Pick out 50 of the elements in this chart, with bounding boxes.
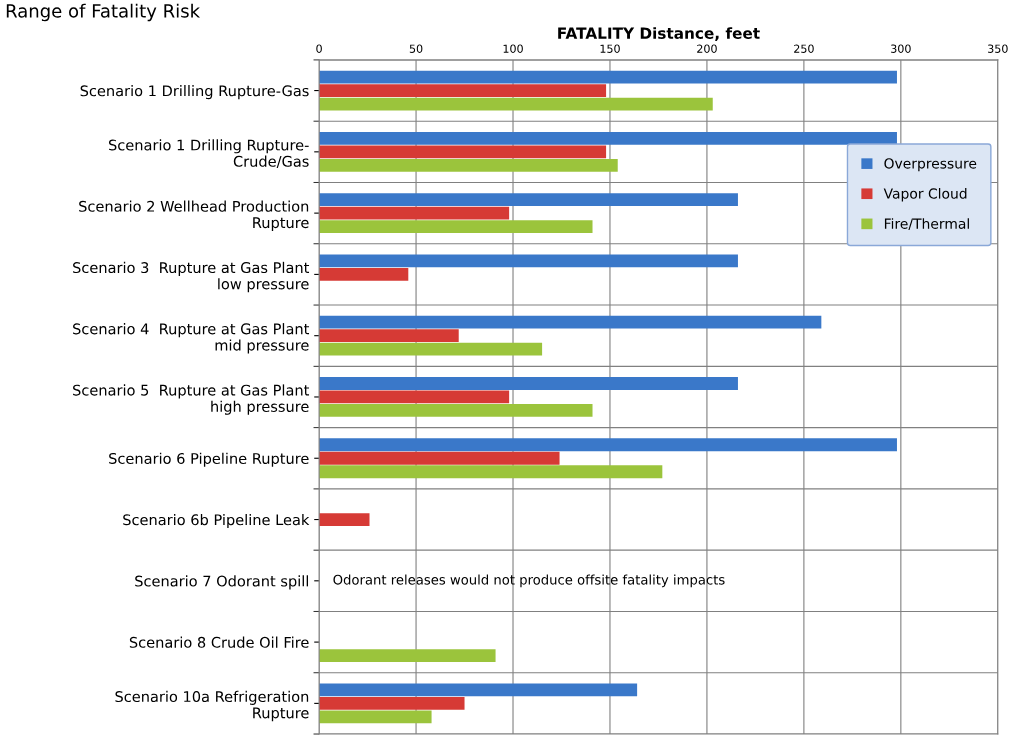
bar	[319, 158, 618, 172]
x-tick-label: 150	[600, 44, 620, 53]
bar	[319, 710, 432, 724]
y-tick-label: Scenario 7 Odorant spill	[135, 575, 308, 590]
x-tick-label: 100	[503, 44, 523, 53]
x-axis-title: FATALITY Distance, feet	[558, 27, 760, 41]
bar	[319, 315, 822, 329]
x-tick-label: 350	[988, 44, 1008, 53]
bar	[319, 254, 738, 268]
y-tick-label: Scenario 2 Wellhead Production Rupture	[79, 200, 309, 231]
y-tick-label: Scenario 1 Drilling Rupture-Gas	[80, 85, 309, 100]
bar	[319, 377, 738, 390]
legend-label: Overpressure	[884, 158, 977, 172]
bar	[319, 193, 738, 207]
bar	[319, 329, 459, 343]
bar	[319, 438, 897, 452]
x-tick-label: 0	[316, 44, 322, 53]
x-tick-label: 250	[794, 44, 814, 53]
legend-label: Fire/Thermal	[884, 218, 969, 230]
bar	[319, 649, 496, 662]
annotation: Odorant releases would not produce offsite fatality impacts	[333, 574, 725, 588]
bar	[319, 97, 713, 111]
x-tick-label: 300	[891, 44, 911, 53]
legend-label: Vapor Cloud	[883, 188, 967, 202]
bar	[319, 84, 607, 97]
y-tick-label: Scenario 4 Rupture at Gas Plant mid pressure	[73, 323, 310, 354]
bar	[319, 390, 510, 404]
y-tick-label: Scenario 6b Pipeline Leak	[123, 513, 310, 529]
bar	[319, 220, 593, 234]
bar	[319, 268, 409, 281]
y-tick-label: Scenario 6 Pipeline Rupture	[109, 452, 309, 467]
bar	[319, 451, 560, 465]
x-tick-label: 50	[409, 44, 423, 53]
bar	[319, 131, 897, 145]
y-tick-label: Scenario 8 Crude Oil Fire	[129, 636, 309, 648]
bar	[319, 145, 607, 159]
bar	[319, 683, 638, 697]
y-tick-label: Scenario 10a Refrigeration Rupture	[115, 690, 309, 722]
bar	[319, 206, 510, 220]
bar	[319, 696, 465, 710]
bar	[319, 70, 897, 84]
bar	[319, 342, 543, 356]
x-tick-label: 200	[697, 44, 717, 53]
y-tick-label: Scenario 1 Drilling Rupture- Crude/Gas	[108, 139, 309, 169]
bar	[319, 513, 370, 526]
bar	[319, 404, 593, 417]
y-tick-label: Scenario 5 Rupture at Gas Plant high pressure	[73, 384, 310, 415]
text: Range of Fatality Risk	[6, 3, 201, 22]
bar	[319, 465, 663, 479]
y-tick-label: Scenario 3 Rupture at Gas Plant low pressure	[73, 261, 310, 293]
